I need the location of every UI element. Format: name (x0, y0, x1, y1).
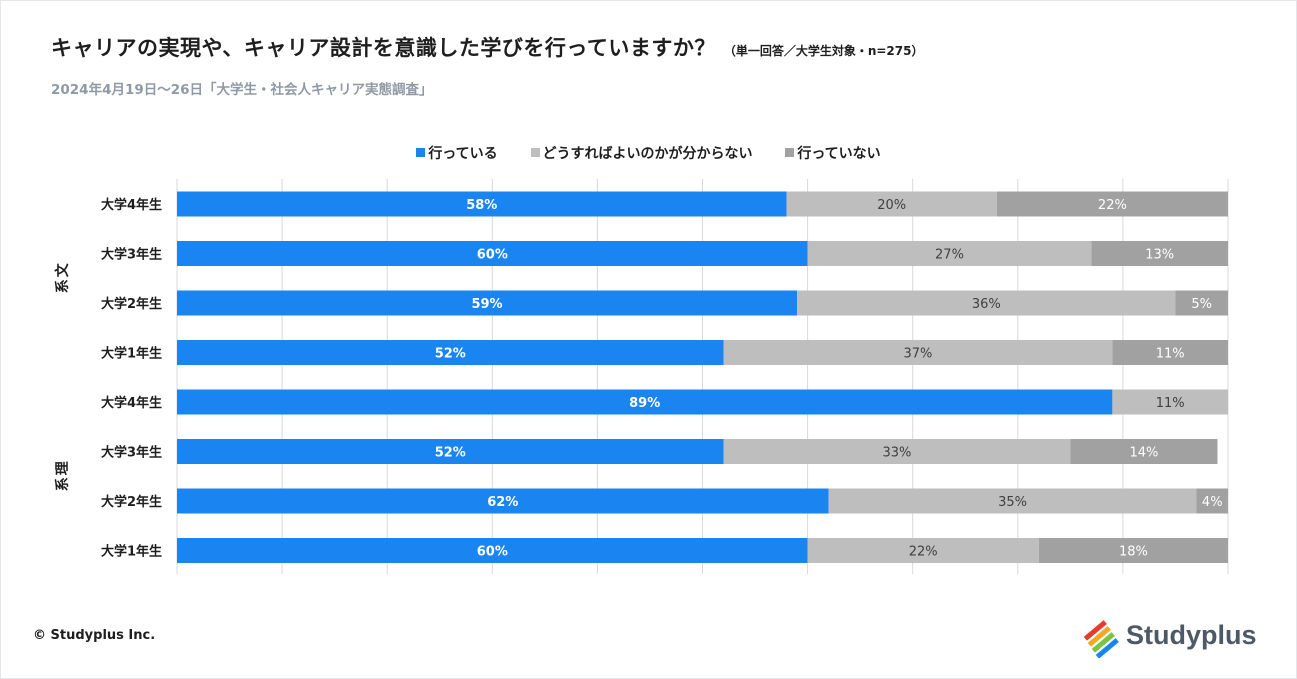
bar-segment-doing (177, 290, 798, 316)
data-label: 58% (466, 198, 497, 213)
bar-segment-doing (177, 241, 808, 266)
group-label-char: 文 (54, 262, 71, 277)
legend: 行っている どうすればよいのかが分からない 行っていない (0, 143, 1297, 163)
legend-swatch-not-doing (785, 148, 795, 157)
legend-label-unsure: どうすればよいのかが分からない (542, 146, 753, 162)
data-label: 35% (998, 495, 1027, 510)
chart-subtitle: 2024年4月19日～26日「大学生・社会人キャリア実態調査」 (51, 82, 433, 98)
category-label: 大学4年生 (101, 395, 162, 411)
legend-item-not-doing: 行っていない (785, 143, 881, 163)
data-label: 89% (629, 396, 660, 411)
data-label: 36% (972, 297, 1001, 312)
bar-segment-not-doing (1175, 290, 1228, 316)
bar-segment-not-doing (1196, 488, 1228, 514)
legend-label-not-doing: 行っていない (797, 146, 881, 162)
bar-segment-not-doing (1112, 340, 1228, 365)
category-label: 大学3年生 (101, 445, 162, 461)
category-label: 大学1年生 (101, 346, 162, 362)
data-label: 11% (1156, 396, 1185, 411)
data-label: 11% (1156, 347, 1185, 362)
data-label: 62% (487, 495, 518, 510)
group-label-char: 系 (54, 477, 71, 491)
category-label: 大学3年生 (101, 247, 162, 263)
bar-segment-doing (177, 340, 724, 365)
legend-swatch-doing (416, 148, 426, 157)
data-label: 20% (877, 198, 906, 213)
bar-segment-not-doing (996, 191, 1228, 217)
data-label: 13% (1145, 248, 1174, 263)
bar-segment-unsure (786, 191, 997, 217)
data-label: 60% (477, 545, 508, 560)
bar-segment-not-doing (1038, 538, 1228, 563)
bar-segment-unsure (807, 538, 1039, 563)
category-label: 大学2年生 (101, 296, 162, 312)
bar-segment-doing (177, 191, 787, 217)
data-label: 22% (909, 545, 938, 560)
data-label: 60% (477, 248, 508, 263)
studyplus-logo-text: Studyplus (1126, 620, 1257, 650)
category-label: 大学1年生 (101, 544, 162, 560)
data-label: 4% (1202, 495, 1223, 510)
data-label: 27% (935, 248, 964, 263)
bar-segment-unsure (797, 290, 1176, 316)
chart-title-note: （単一回答／大学生対象・n=275） (723, 44, 924, 58)
data-label: 33% (882, 446, 911, 461)
group-label-char: 系 (54, 279, 71, 293)
legend-swatch-unsure (530, 148, 540, 157)
title-row: キャリアの実現や、キャリア設計を意識した学びを行っていますか？ （単一回答／大学生… (51, 32, 923, 62)
bar-segment-doing (177, 439, 724, 464)
data-label: 22% (1098, 198, 1127, 213)
data-label: 14% (1129, 446, 1158, 461)
data-label: 52% (435, 446, 466, 461)
legend-label-doing: 行っている (428, 146, 498, 162)
legend-item-doing: 行っている (416, 143, 498, 163)
bar-segment-unsure (807, 241, 1092, 266)
group-label-char: 理 (55, 461, 71, 475)
legend-item-unsure: どうすればよいのかが分からない (530, 143, 753, 163)
copyright: © Studyplus Inc. (33, 628, 156, 643)
bar-segment-unsure (723, 439, 1071, 464)
bar-segment-doing (177, 538, 808, 563)
studyplus-logo-icon (1083, 620, 1119, 658)
chart-title: キャリアの実現や、キャリア設計を意識した学びを行っていますか？ (51, 36, 716, 60)
bar-segment-not-doing (1070, 439, 1218, 464)
category-label: 大学4年生 (101, 197, 162, 213)
bar-segment-unsure (723, 340, 1113, 365)
data-label: 5% (1191, 297, 1212, 312)
data-label: 18% (1119, 545, 1148, 560)
data-label: 52% (435, 347, 466, 362)
category-label: 大学2年生 (101, 494, 162, 510)
data-label: 37% (904, 347, 933, 362)
bar-segment-doing (177, 389, 1113, 415)
bar-segment-unsure (828, 488, 1197, 514)
bar-segment-doing (177, 488, 829, 514)
data-label: 59% (471, 297, 502, 312)
bar-segment-not-doing (1091, 241, 1228, 266)
bar-segment-unsure (1112, 389, 1228, 415)
